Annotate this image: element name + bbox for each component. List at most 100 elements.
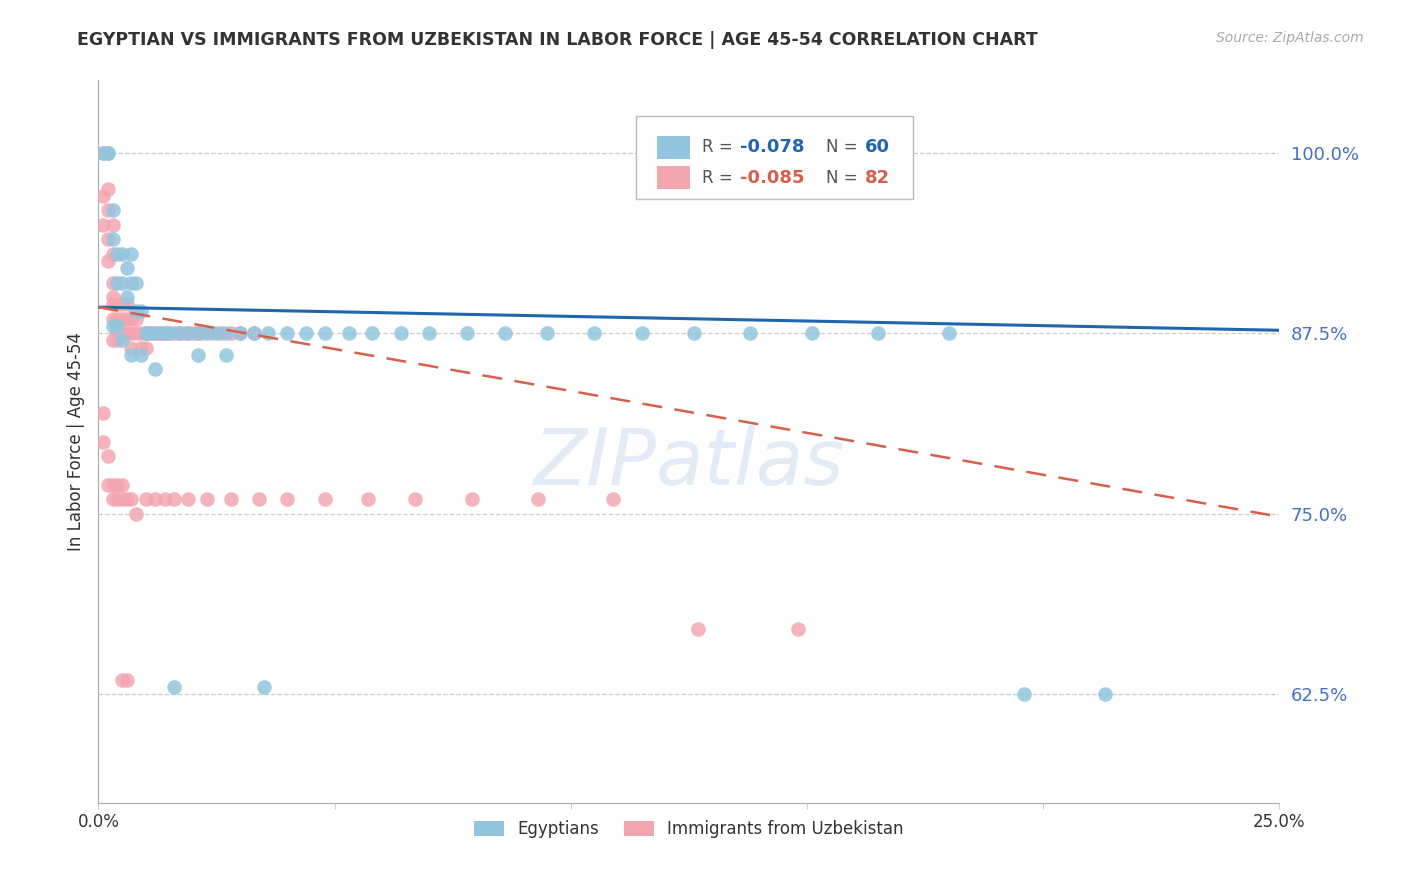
Egyptians xyxy=(938,326,960,341)
Egyptians xyxy=(536,326,558,341)
Egyptians xyxy=(361,326,384,341)
Egyptians xyxy=(143,362,166,376)
Egyptians xyxy=(253,680,276,694)
Immigrants from Uzbekistan xyxy=(219,326,242,341)
Egyptians xyxy=(276,326,298,341)
Immigrants from Uzbekistan xyxy=(129,326,152,341)
Egyptians xyxy=(257,326,280,341)
Legend: Egyptians, Immigrants from Uzbekistan: Egyptians, Immigrants from Uzbekistan xyxy=(467,814,911,845)
Egyptians xyxy=(129,348,152,362)
Immigrants from Uzbekistan xyxy=(243,326,266,341)
Immigrants from Uzbekistan xyxy=(115,326,138,341)
Immigrants from Uzbekistan xyxy=(181,326,204,341)
Immigrants from Uzbekistan xyxy=(121,341,143,355)
Immigrants from Uzbekistan xyxy=(105,326,128,341)
Egyptians xyxy=(205,326,228,341)
Immigrants from Uzbekistan xyxy=(97,253,120,268)
Immigrants from Uzbekistan xyxy=(602,492,624,507)
Immigrants from Uzbekistan xyxy=(187,326,209,341)
Immigrants from Uzbekistan xyxy=(111,673,134,687)
Egyptians xyxy=(630,326,652,341)
Immigrants from Uzbekistan xyxy=(149,326,172,341)
Text: -0.078: -0.078 xyxy=(740,138,804,156)
Immigrants from Uzbekistan xyxy=(97,203,120,218)
Bar xyxy=(636,117,914,200)
Egyptians xyxy=(243,326,266,341)
Immigrants from Uzbekistan xyxy=(357,492,380,507)
Egyptians xyxy=(111,276,134,290)
Egyptians xyxy=(494,326,516,341)
Immigrants from Uzbekistan xyxy=(167,326,190,341)
Immigrants from Uzbekistan xyxy=(129,341,152,355)
Immigrants from Uzbekistan xyxy=(125,326,148,341)
Text: Source: ZipAtlas.com: Source: ZipAtlas.com xyxy=(1216,31,1364,45)
Egyptians xyxy=(229,326,252,341)
Immigrants from Uzbekistan xyxy=(163,492,186,507)
Immigrants from Uzbekistan xyxy=(91,434,114,449)
Immigrants from Uzbekistan xyxy=(314,492,336,507)
Immigrants from Uzbekistan xyxy=(105,297,128,311)
Immigrants from Uzbekistan xyxy=(101,218,124,232)
Immigrants from Uzbekistan xyxy=(157,326,180,341)
Egyptians xyxy=(129,304,152,318)
Immigrants from Uzbekistan xyxy=(526,492,548,507)
Immigrants from Uzbekistan xyxy=(111,492,134,507)
Text: -0.085: -0.085 xyxy=(740,169,804,186)
Text: 82: 82 xyxy=(865,169,890,186)
Immigrants from Uzbekistan xyxy=(91,145,114,160)
Immigrants from Uzbekistan xyxy=(163,326,186,341)
Immigrants from Uzbekistan xyxy=(115,492,138,507)
Egyptians xyxy=(177,326,200,341)
Immigrants from Uzbekistan xyxy=(247,492,270,507)
Immigrants from Uzbekistan xyxy=(177,492,200,507)
Immigrants from Uzbekistan xyxy=(688,623,710,637)
Immigrants from Uzbekistan xyxy=(91,406,114,420)
Egyptians xyxy=(295,326,318,341)
Immigrants from Uzbekistan xyxy=(101,246,124,260)
Egyptians xyxy=(111,334,134,348)
Immigrants from Uzbekistan xyxy=(111,478,134,492)
Egyptians xyxy=(101,203,124,218)
Egyptians xyxy=(121,348,143,362)
Egyptians xyxy=(800,326,823,341)
Immigrants from Uzbekistan xyxy=(460,492,482,507)
Immigrants from Uzbekistan xyxy=(101,290,124,304)
Immigrants from Uzbekistan xyxy=(101,297,124,311)
Text: ZIPatlas: ZIPatlas xyxy=(533,425,845,501)
Egyptians xyxy=(215,326,238,341)
Text: R =: R = xyxy=(702,138,738,156)
Immigrants from Uzbekistan xyxy=(143,326,166,341)
Egyptians xyxy=(97,145,120,160)
Egyptians xyxy=(105,246,128,260)
Egyptians xyxy=(866,326,889,341)
Immigrants from Uzbekistan xyxy=(135,326,157,341)
Egyptians xyxy=(1094,688,1116,702)
Immigrants from Uzbekistan xyxy=(101,334,124,348)
Immigrants from Uzbekistan xyxy=(91,218,114,232)
Bar xyxy=(657,136,690,159)
Immigrants from Uzbekistan xyxy=(101,478,124,492)
Immigrants from Uzbekistan xyxy=(153,492,176,507)
Immigrants from Uzbekistan xyxy=(276,492,298,507)
Egyptians xyxy=(682,326,704,341)
Immigrants from Uzbekistan xyxy=(121,311,143,326)
Egyptians xyxy=(157,326,180,341)
Egyptians xyxy=(125,276,148,290)
Immigrants from Uzbekistan xyxy=(121,326,143,341)
Immigrants from Uzbekistan xyxy=(115,297,138,311)
Immigrants from Uzbekistan xyxy=(153,326,176,341)
Egyptians xyxy=(121,246,143,260)
Egyptians xyxy=(97,145,120,160)
Immigrants from Uzbekistan xyxy=(191,326,214,341)
Immigrants from Uzbekistan xyxy=(111,311,134,326)
Egyptians xyxy=(187,326,209,341)
Egyptians xyxy=(153,326,176,341)
Immigrants from Uzbekistan xyxy=(135,341,157,355)
Egyptians xyxy=(125,304,148,318)
Egyptians xyxy=(101,318,124,333)
Egyptians xyxy=(121,276,143,290)
Immigrants from Uzbekistan xyxy=(229,326,252,341)
Egyptians xyxy=(149,326,172,341)
Immigrants from Uzbekistan xyxy=(209,326,232,341)
Egyptians xyxy=(195,326,218,341)
